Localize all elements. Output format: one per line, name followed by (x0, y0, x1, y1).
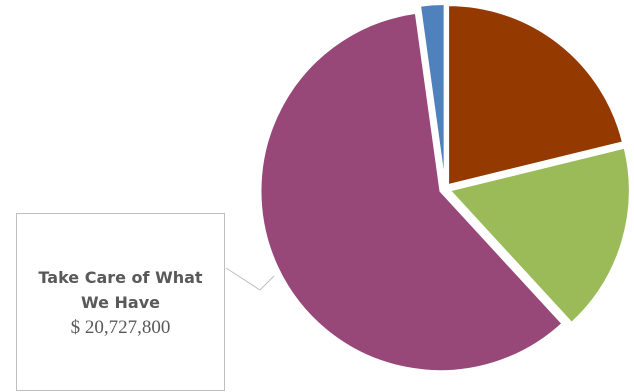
slice-label: Take Care of What We Have (38, 267, 203, 312)
pie-slice (447, 4, 625, 187)
leader-line (225, 267, 275, 291)
slice-value-label: $ 20,727,800 (70, 316, 171, 338)
pie-slice (259, 11, 564, 373)
pie-slice (418, 3, 446, 185)
data-callout: Take Care of What We Have $ 20,727,800 (16, 213, 225, 391)
pie-slice (447, 146, 631, 325)
